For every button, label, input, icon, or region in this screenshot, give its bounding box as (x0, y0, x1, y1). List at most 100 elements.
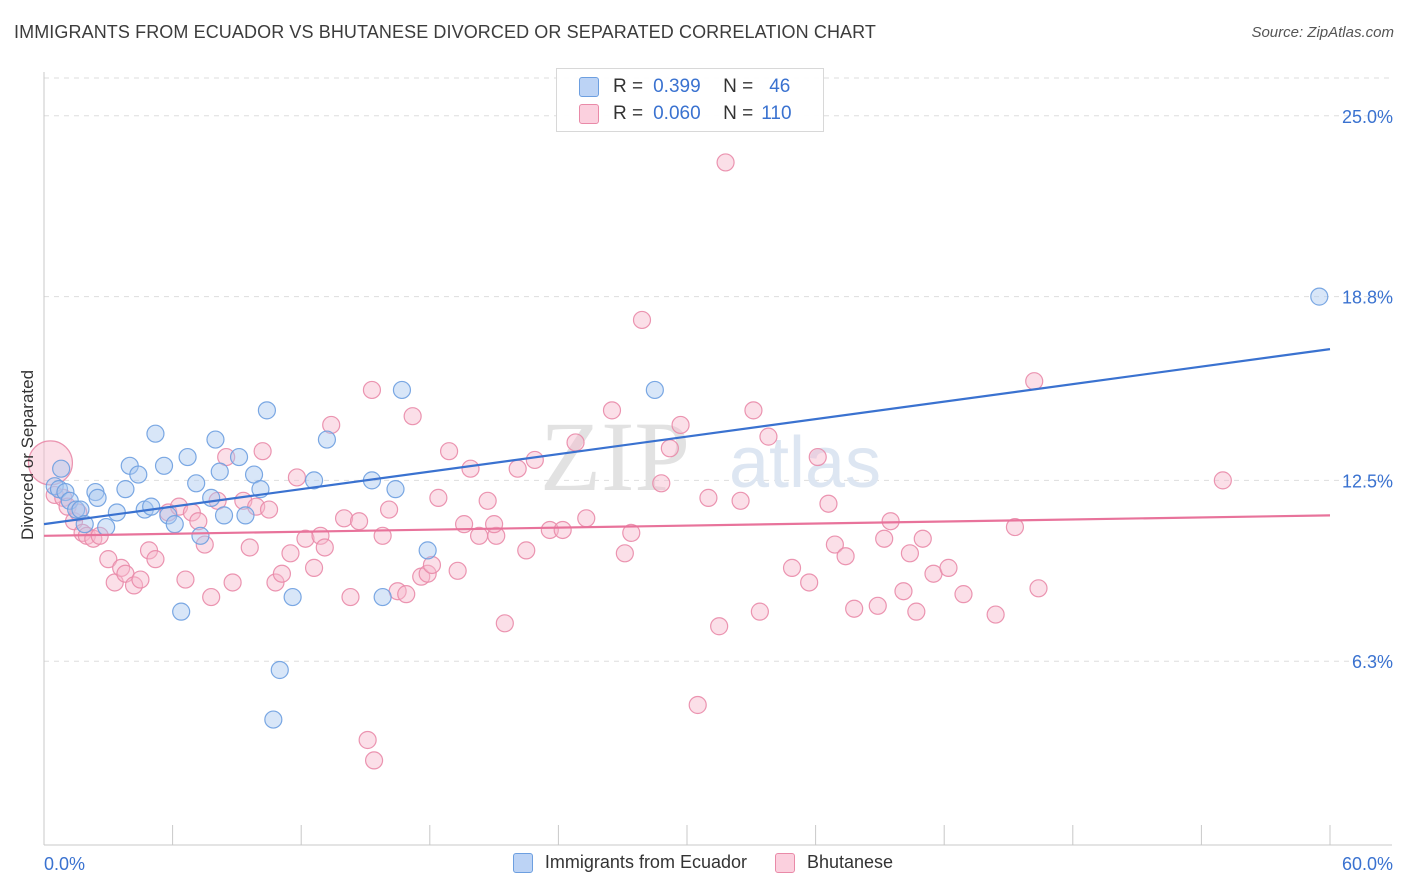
bhutanese-point (99, 550, 118, 569)
trend-lines (43, 348, 1331, 537)
ecuador-trend-line (43, 348, 1331, 526)
bhutanese-point (731, 491, 750, 510)
bhutanese-point (782, 558, 802, 577)
ecuador-point (373, 587, 392, 607)
ecuador-point (418, 541, 437, 560)
ecuador-point (56, 482, 75, 502)
bhutanese-point (907, 602, 926, 621)
bhutanese-point (913, 529, 932, 548)
ecuador-point (645, 380, 664, 400)
bhutanese-point (894, 582, 913, 601)
r-label: R = (613, 76, 644, 97)
legend-label-bhutanese: Bhutanese (806, 852, 894, 872)
legend-item-ecuador[interactable]: Immigrants from Ecuador (512, 852, 747, 873)
bhutanese-point (800, 573, 819, 592)
y-tick-label: 6.3% (1352, 652, 1393, 672)
legend-label-ecuador: Immigrants from Ecuador (544, 852, 747, 872)
bhutanese-legend-swatch (774, 852, 795, 873)
ecuador-point (1310, 287, 1329, 306)
bhutanese-point (875, 529, 894, 548)
bhutanese-point (202, 587, 221, 607)
bhutanese-point (461, 459, 480, 478)
bhutanese-point (868, 596, 887, 615)
bhutanese-point (487, 526, 506, 545)
n-label: N = (723, 103, 754, 124)
ecuador-point (283, 587, 302, 607)
ecuador-point (67, 500, 86, 519)
bhutanese-point (632, 310, 652, 330)
watermark-atlas: atlas (729, 423, 881, 503)
ecuador-point (154, 456, 174, 475)
bhutanese-point (296, 529, 315, 548)
bhutanese-point (900, 544, 920, 563)
bhutanese-point (819, 494, 838, 513)
x-tick-label: 60.0% (1342, 854, 1393, 874)
stats-legend: R = 0.399 N = 46 R = 0.060 N = 110 (556, 68, 824, 132)
bhutanese-swatch (579, 104, 599, 124)
watermark-zip: ZIP (540, 401, 690, 512)
bhutanese-point (189, 512, 208, 531)
ecuador-point (229, 447, 249, 467)
bhutanese-point (602, 401, 622, 420)
r-value: 0.399 (653, 76, 701, 97)
bhutanese-point (750, 602, 769, 621)
bhutanese-point (845, 599, 864, 618)
bhutanese-point (439, 442, 459, 461)
bhutanese-point (553, 520, 572, 540)
bhutanese-point (716, 153, 735, 172)
axes (43, 72, 1392, 846)
bhutanese-point (508, 459, 527, 478)
bhutanese-point (362, 380, 382, 400)
ecuador-point (71, 500, 90, 519)
bhutanese-point (131, 570, 150, 589)
bhutanese-point (660, 439, 679, 458)
bhutanese-point (272, 564, 292, 583)
ecuador-point (142, 497, 161, 516)
bhutanese-trend-line (43, 514, 1331, 537)
bhutanese-point (349, 512, 369, 531)
ecuador-point (270, 660, 289, 680)
bhutanese-point (379, 500, 399, 519)
bhutanese-point (759, 427, 778, 446)
ecuador-point (210, 462, 229, 481)
bhutanese-point (710, 617, 729, 636)
bhutanese-point (176, 570, 195, 589)
ecuador-point (129, 465, 148, 484)
bhutanese-point (403, 407, 422, 426)
bhutanese-point (540, 520, 559, 540)
bhutanese-point (146, 550, 165, 569)
bhutanese-point (986, 605, 1005, 624)
ecuador-swatch (579, 77, 599, 97)
bhutanese-point (397, 585, 416, 604)
ecuador-point (191, 526, 210, 545)
n-value: 110 (761, 103, 792, 124)
y-tick-label: 12.5% (1342, 471, 1393, 491)
ecuador-point (116, 480, 135, 499)
n-label: N = (723, 76, 754, 97)
series-legend: Immigrants from Ecuador Bhutanese (0, 852, 1406, 873)
ecuador-point (236, 506, 255, 525)
x-tick-label: 0.0% (44, 854, 85, 874)
bhutanese-point (699, 488, 718, 507)
bhutanese-point (1029, 579, 1048, 598)
tick-labels: 6.3% 12.5% 18.8% 25.0% 0.0% 60.0% (44, 107, 1393, 874)
bhutanese-point (287, 468, 307, 487)
ecuador-point (172, 602, 191, 621)
ecuador-point (97, 517, 116, 537)
bhutanese-point (448, 561, 467, 580)
bhutanese-point (334, 509, 354, 528)
bhutanese-point (281, 544, 300, 563)
bhutanese-point (671, 415, 690, 435)
bhutanese-point (1025, 372, 1044, 391)
bhutanese-point (615, 544, 634, 563)
ecuador-point (88, 488, 107, 507)
ecuador-point (187, 474, 206, 493)
bhutanese-point (744, 401, 763, 420)
ecuador-point (52, 459, 71, 478)
bhutanese-point (688, 695, 707, 715)
bhutanese-point (422, 555, 442, 575)
ecuador-point (206, 430, 225, 449)
legend-item-bhutanese[interactable]: Bhutanese (774, 852, 894, 873)
stats-row-ecuador: R = 0.399 N = 46 (579, 75, 790, 99)
